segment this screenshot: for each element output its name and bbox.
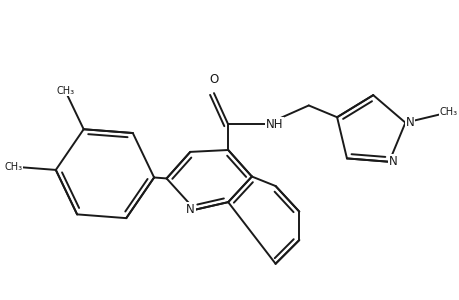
Text: CH₃: CH₃ (56, 86, 74, 96)
Text: N: N (388, 155, 397, 168)
Text: NH: NH (265, 118, 283, 131)
Text: O: O (209, 74, 218, 86)
Text: CH₃: CH₃ (4, 162, 22, 172)
Text: N: N (404, 116, 413, 129)
Text: N: N (186, 203, 195, 216)
Text: CH₃: CH₃ (439, 107, 457, 117)
